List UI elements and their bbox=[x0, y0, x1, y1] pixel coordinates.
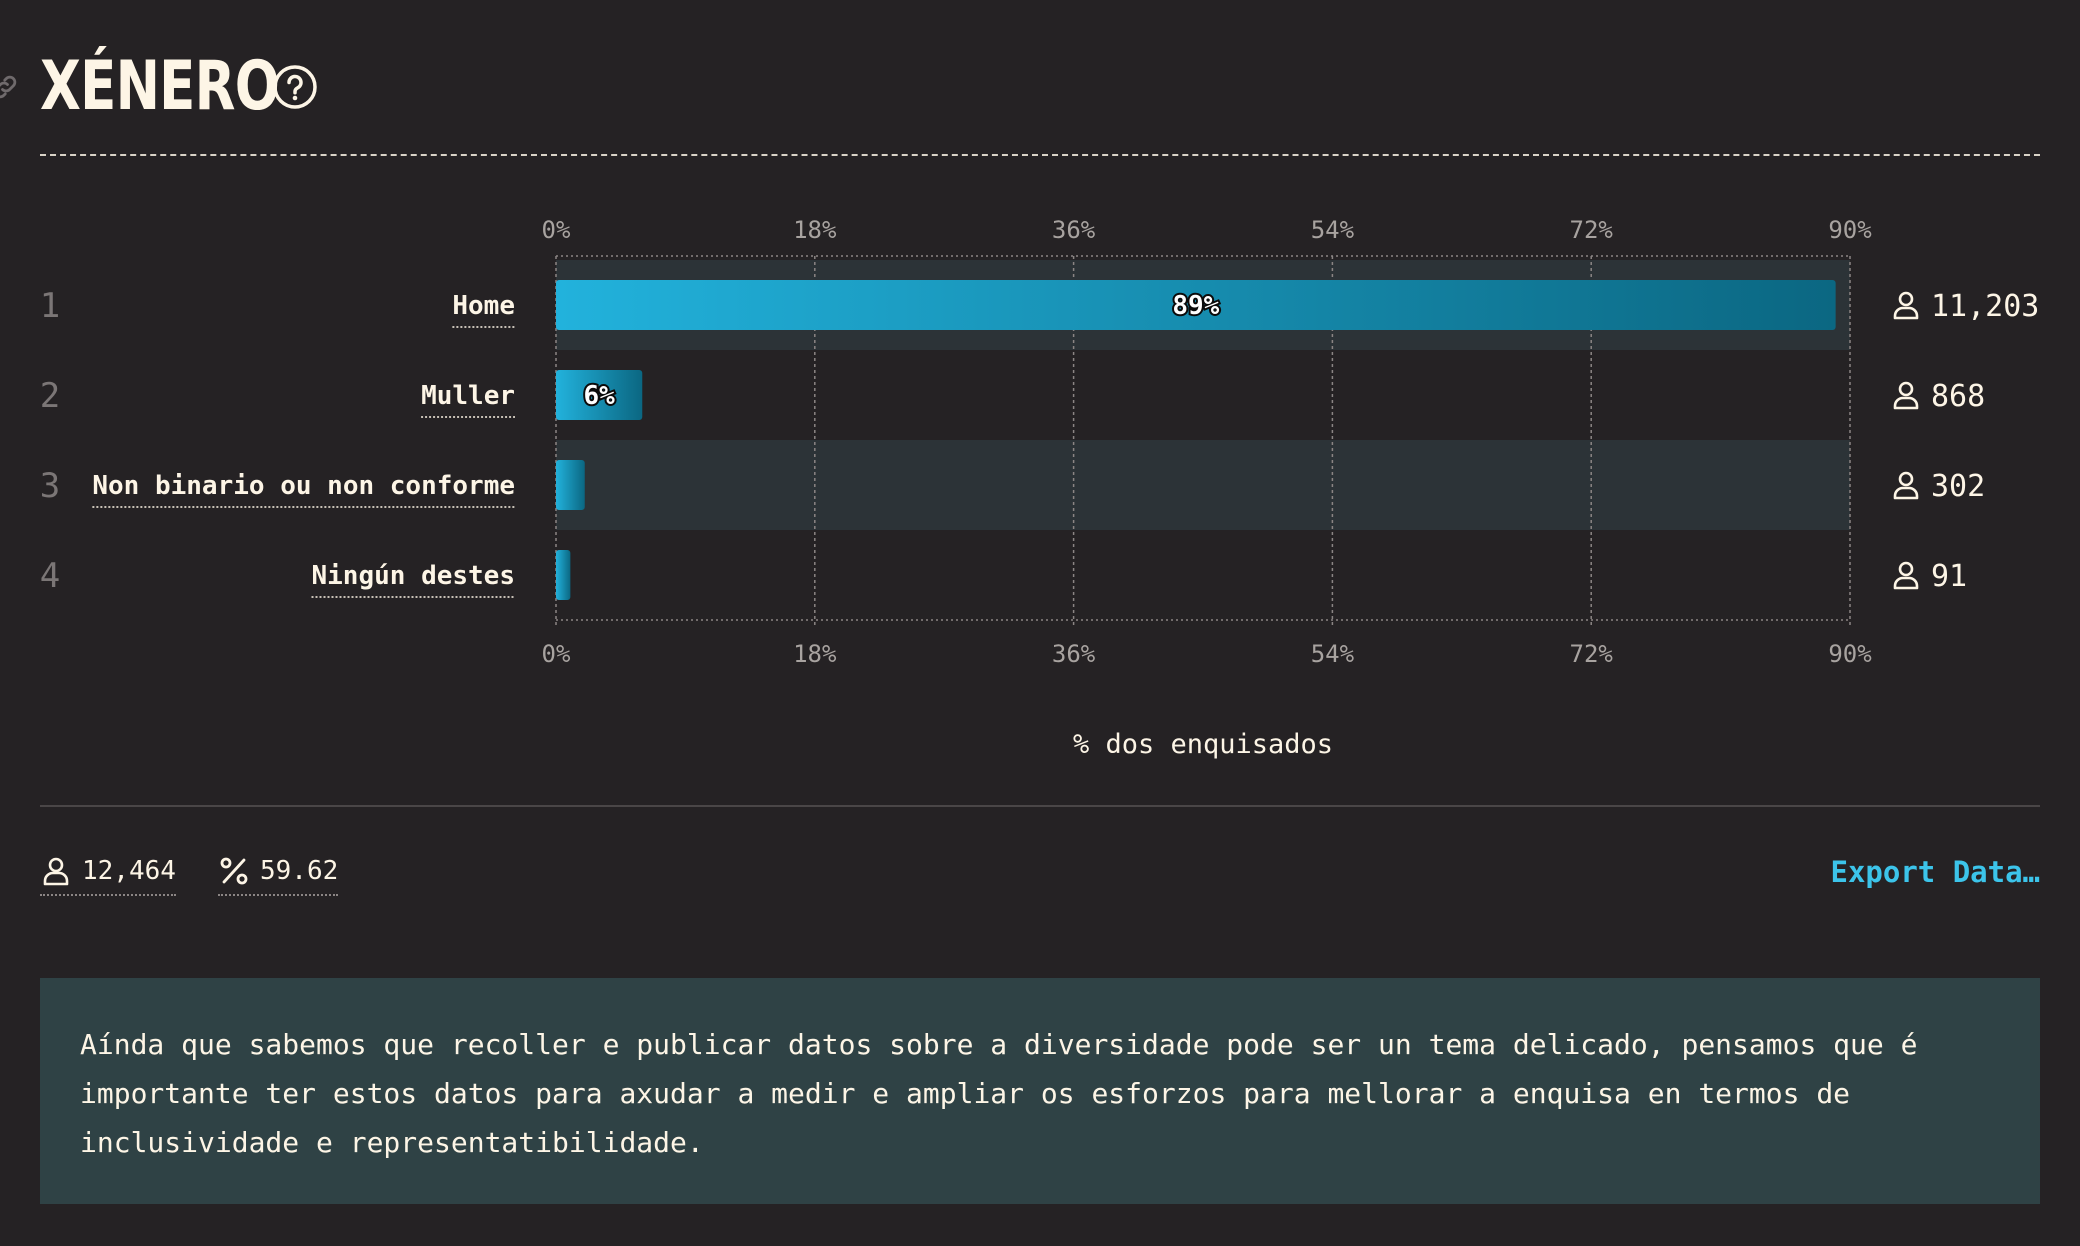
title-divider bbox=[40, 154, 2040, 156]
diversity-note: Aínda que sabemos que recoller e publica… bbox=[40, 978, 2040, 1204]
gender-bar-chart: 0% 0% 18% 18% 36% 36% 54% 54% 72% 72% 90% 90% 89% 1 Ho… bbox=[40, 216, 2040, 760]
respondent-count: 91 bbox=[1931, 559, 1967, 594]
category-label[interactable]: Home bbox=[452, 291, 515, 321]
category-label[interactable]: Muller bbox=[421, 381, 515, 411]
x-tick-label-bottom: 0% bbox=[542, 640, 571, 668]
x-tick-label-top: 72% bbox=[1570, 216, 1614, 244]
x-tick-label-top: 0% bbox=[542, 216, 571, 244]
x-tick-label-bottom: 54% bbox=[1311, 640, 1355, 668]
bar bbox=[556, 370, 643, 420]
x-tick-label-top: 90% bbox=[1828, 216, 1872, 244]
question-circle-icon[interactable] bbox=[272, 64, 318, 110]
rank-number: 3 bbox=[40, 466, 60, 506]
person-icon bbox=[1893, 561, 1919, 590]
respondent-count: 11,203 bbox=[1931, 289, 2039, 324]
bar bbox=[556, 280, 1836, 330]
category-label[interactable]: Non binario ou non conforme bbox=[92, 471, 515, 501]
percent-icon bbox=[220, 857, 248, 885]
completion-percentage[interactable]: 59.62 bbox=[218, 852, 339, 896]
link-icon[interactable] bbox=[0, 72, 20, 102]
bar-value-label: 89% bbox=[1172, 291, 1219, 321]
completion-value: 59.62 bbox=[260, 856, 339, 886]
rank-number: 4 bbox=[40, 556, 60, 596]
x-tick-label-top: 36% bbox=[1052, 216, 1096, 244]
bar bbox=[556, 550, 571, 600]
person-icon bbox=[1893, 381, 1919, 410]
x-tick-label-bottom: 90% bbox=[1828, 640, 1872, 668]
page-title: XÉNERO bbox=[40, 47, 280, 126]
x-tick-label-top: 54% bbox=[1311, 216, 1355, 244]
respondent-count: 868 bbox=[1931, 379, 1985, 414]
note-text: Aínda que sabemos que recoller e publica… bbox=[80, 1028, 1918, 1159]
bar-value-label: 6% bbox=[583, 381, 615, 411]
x-tick-label-top: 18% bbox=[793, 216, 837, 244]
rank-number: 2 bbox=[40, 376, 60, 416]
total-respondents[interactable]: 12,464 bbox=[40, 852, 176, 896]
row-band bbox=[556, 440, 1850, 530]
x-tick-label-bottom: 18% bbox=[793, 640, 837, 668]
bar bbox=[556, 460, 585, 510]
respondent-count: 302 bbox=[1931, 469, 1985, 504]
rank-number: 1 bbox=[40, 286, 60, 326]
x-tick-label-bottom: 72% bbox=[1570, 640, 1614, 668]
chart-svg: 0%0%18%18%36%36%54%54%72%72%90%90%89%1 Ho… bbox=[40, 216, 2040, 760]
person-icon bbox=[43, 857, 69, 886]
person-icon bbox=[1893, 471, 1919, 500]
x-tick-label-bottom: 36% bbox=[1052, 640, 1096, 668]
export-data-button[interactable]: Export Data… bbox=[1830, 855, 2040, 889]
x-axis-title: % dos enquisados bbox=[1073, 729, 1333, 760]
respondents-value: 12,464 bbox=[82, 856, 176, 886]
category-label[interactable]: Ningún destes bbox=[312, 561, 516, 591]
person-icon bbox=[1893, 291, 1919, 320]
section-divider bbox=[40, 805, 2040, 807]
